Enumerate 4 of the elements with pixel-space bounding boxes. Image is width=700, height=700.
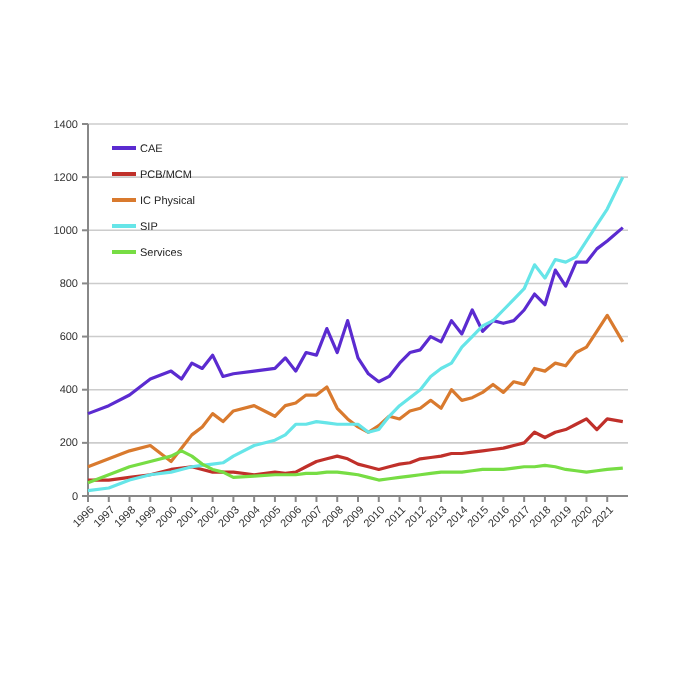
line-series bbox=[86, 226, 625, 416]
line-series bbox=[86, 449, 625, 485]
line-series bbox=[86, 313, 625, 469]
line-series bbox=[86, 417, 625, 482]
